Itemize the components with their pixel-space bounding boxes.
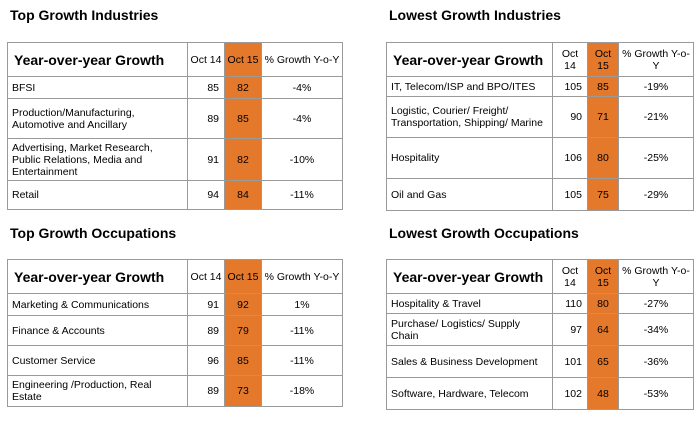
data-table: Year-over-year Growth Oct 14 Oct 15 % Gr… [7, 42, 343, 210]
table-cell: Purchase/ Logistics/ Supply Chain [386, 313, 553, 346]
table-cell: 1% [261, 293, 343, 316]
column-header: Year-over-year Growth [7, 259, 188, 294]
table-cell: 91 [187, 138, 225, 181]
table-cell: Advertising, Market Research, Public Rel… [7, 138, 188, 181]
table-cell: Oil and Gas [386, 178, 553, 211]
data-table: Year-over-year Growth Oct 14 Oct 15 % Gr… [386, 42, 694, 211]
table-cell: 91 [187, 293, 225, 316]
table-cell: -4% [261, 76, 343, 99]
table-cell: -4% [261, 98, 343, 139]
table-cell: 84 [224, 180, 262, 210]
table-cell: 75 [587, 178, 619, 211]
column-header: % Growth Y-o-Y [261, 259, 343, 294]
column-header: % Growth Y-o-Y [618, 42, 694, 77]
table-cell: 64 [587, 313, 619, 346]
column-header: % Growth Y-o-Y [618, 259, 694, 294]
table-cell: IT, Telecom/ISP and BPO/ITES [386, 76, 553, 97]
table-cell: 80 [587, 137, 619, 179]
table-cell: Software, Hardware, Telecom [386, 377, 553, 410]
table-cell: -25% [618, 137, 694, 179]
table-cell: -29% [618, 178, 694, 211]
table-title: Top Growth Industries [10, 7, 159, 23]
column-header: Year-over-year Growth [386, 259, 553, 294]
table-cell: Hospitality & Travel [386, 293, 553, 314]
table-cell: BFSI [7, 76, 188, 99]
table-cell: 92 [224, 293, 262, 316]
table-cell: -18% [261, 375, 343, 407]
table-cell: 101 [552, 345, 588, 378]
table-cell: 85 [187, 76, 225, 99]
table-cell: -11% [261, 315, 343, 346]
table-cell: 90 [552, 96, 588, 138]
table-cell: 97 [552, 313, 588, 346]
table-cell: 89 [187, 98, 225, 139]
column-header: Oct 15 [587, 42, 619, 77]
table-cell: Customer Service [7, 345, 188, 376]
column-header: Oct 15 [224, 259, 262, 294]
table-cell: -36% [618, 345, 694, 378]
table-cell: 85 [587, 76, 619, 97]
table-title: Lowest Growth Occupations [389, 225, 579, 241]
column-header: Oct 14 [187, 42, 225, 77]
table-cell: 110 [552, 293, 588, 314]
column-header: Oct 15 [587, 259, 619, 294]
table-cell: Retail [7, 180, 188, 210]
table-cell: 96 [187, 345, 225, 376]
table-cell: 82 [224, 76, 262, 99]
column-header: Oct 14 [552, 42, 588, 77]
column-header: Oct 15 [224, 42, 262, 77]
column-header: Year-over-year Growth [7, 42, 188, 77]
table-cell: 82 [224, 138, 262, 181]
table-cell: 80 [587, 293, 619, 314]
table-cell: 85 [224, 345, 262, 376]
table-cell: Sales & Business Development [386, 345, 553, 378]
table-title: Top Growth Occupations [10, 225, 177, 241]
table-cell: -34% [618, 313, 694, 346]
table-cell: Logistic, Courier/ Freight/ Transportati… [386, 96, 553, 138]
table-cell: -10% [261, 138, 343, 181]
table-cell: Production/Manufacturing, Automotive and… [7, 98, 188, 139]
table-cell: 73 [224, 375, 262, 407]
table-cell: 65 [587, 345, 619, 378]
column-header: Year-over-year Growth [386, 42, 553, 77]
data-table: Year-over-year Growth Oct 14 Oct 15 % Gr… [386, 259, 694, 410]
table-cell: 105 [552, 178, 588, 211]
table-cell: Finance & Accounts [7, 315, 188, 346]
table-cell: -19% [618, 76, 694, 97]
table-cell: 89 [187, 315, 225, 346]
table-cell: -21% [618, 96, 694, 138]
table-cell: Engineering /Production, Real Estate [7, 375, 188, 407]
table-cell: 48 [587, 377, 619, 410]
table-cell: 79 [224, 315, 262, 346]
table-cell: 102 [552, 377, 588, 410]
table-cell: -11% [261, 345, 343, 376]
table-cell: -53% [618, 377, 694, 410]
column-header: Oct 14 [552, 259, 588, 294]
table-title: Lowest Growth Industries [389, 7, 561, 23]
table-cell: 85 [224, 98, 262, 139]
table-cell: 89 [187, 375, 225, 407]
table-cell: 106 [552, 137, 588, 179]
table-cell: 105 [552, 76, 588, 97]
table-cell: Marketing & Communications [7, 293, 188, 316]
table-cell: 94 [187, 180, 225, 210]
column-header: Oct 14 [187, 259, 225, 294]
table-cell: -27% [618, 293, 694, 314]
table-cell: -11% [261, 180, 343, 210]
column-header: % Growth Y-o-Y [261, 42, 343, 77]
data-table: Year-over-year Growth Oct 14 Oct 15 % Gr… [7, 259, 343, 407]
table-cell: 71 [587, 96, 619, 138]
table-cell: Hospitality [386, 137, 553, 179]
